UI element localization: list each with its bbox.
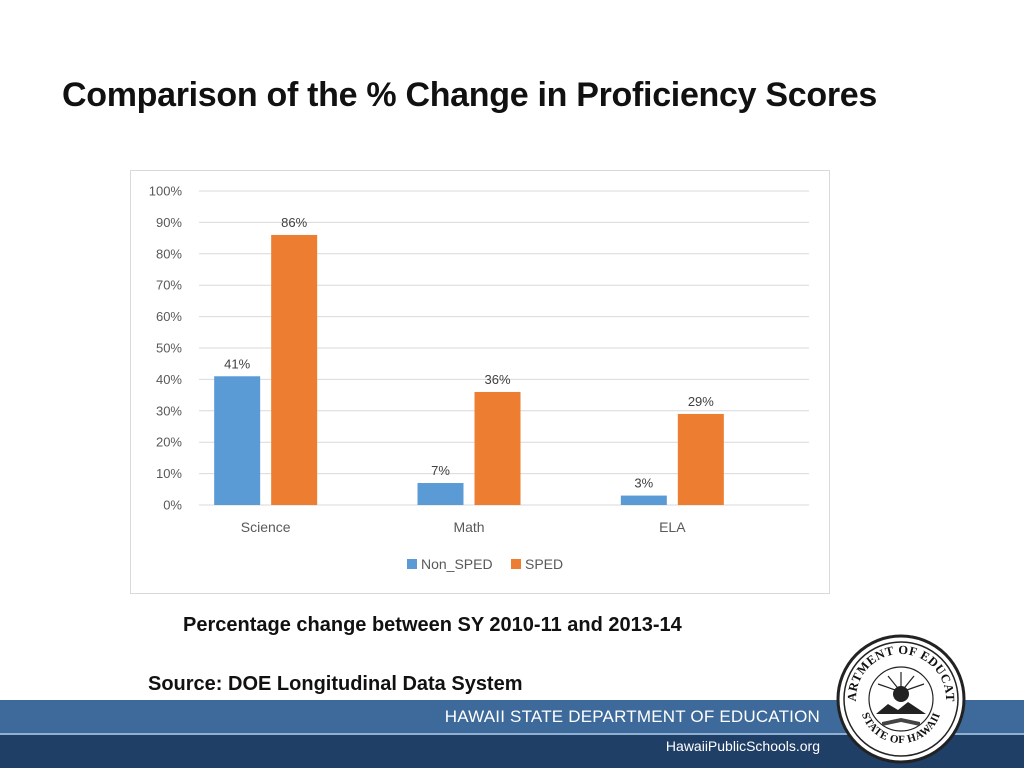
department-seal-logo: DEPARTMENT OF EDUCATION STATE OF HAWAII [836,634,966,764]
y-tick-label: 60% [156,309,182,324]
slide-title: Comparison of the % Change in Proficienc… [62,76,877,114]
data-label: 36% [484,372,510,387]
x-category-label: ELA [659,519,686,535]
legend-swatch-sped [511,559,521,569]
legend-swatch-non_sped [407,559,417,569]
data-label: 7% [431,463,450,478]
y-tick-label: 90% [156,215,182,230]
data-source: Source: DOE Longitudinal Data System [148,673,523,695]
data-label: 86% [281,215,307,230]
website-link[interactable]: HawaiiPublicSchools.org [665,738,820,754]
bar-non_sped-science [214,376,261,505]
y-tick-label: 30% [156,403,182,418]
x-category-label: Math [453,519,484,535]
legend-label: SPED [525,556,563,572]
bar-chart: 0% 10% 20% 30% 40% 50% 60% 70% 80% 90% 100% 41% 86% S… [149,184,809,572]
bar-sped-math [474,391,521,505]
y-tick-label: 50% [156,341,182,356]
bar-non_sped-math [417,483,464,505]
chart-container: 0% 10% 20% 30% 40% 50% 60% 70% 80% 90% 100% 41% 86% S… [130,170,830,594]
data-label: 3% [634,476,653,491]
bar-sped-ela [677,413,724,505]
department-name: HAWAII STATE DEPARTMENT OF EDUCATION [444,707,820,726]
y-tick-label: 0% [163,498,182,513]
y-tick-label: 80% [156,246,182,261]
y-tick-label: 100% [149,184,183,199]
y-tick-label: 10% [156,466,182,481]
bar-sped-science [271,234,318,505]
data-label: 29% [688,394,714,409]
bar-non_sped-ela [620,495,667,505]
y-tick-label: 40% [156,372,182,387]
chart-caption: Percentage change between SY 2010-11 and… [183,614,682,636]
legend-label: Non_SPED [421,556,493,572]
y-tick-label: 20% [156,435,182,450]
y-tick-label: 70% [156,278,182,293]
data-label: 41% [224,356,250,371]
x-category-label: Science [241,519,291,535]
footer-divider [0,733,1024,735]
